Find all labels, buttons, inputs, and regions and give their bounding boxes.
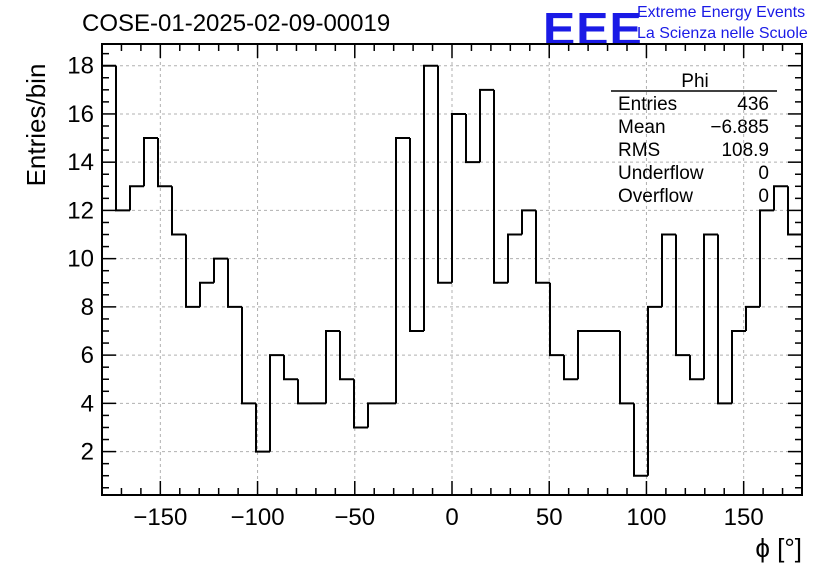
histogram-bin: [437, 65, 452, 284]
histogram-bin: [101, 64, 116, 495]
x-axis-label: ϕ [°]: [755, 533, 802, 563]
eee-logo: EEE: [543, 3, 643, 55]
stats-row-label: Overflow: [618, 186, 693, 207]
x-tick-label: −50: [334, 504, 375, 531]
stats-box-title: Phi: [681, 71, 708, 92]
histogram-bin: [171, 186, 186, 236]
histogram-bin: [227, 258, 242, 308]
histogram-bin: [465, 113, 480, 164]
histogram-bin: [507, 233, 522, 283]
histogram-bin: [689, 355, 704, 381]
histogram-bin: [297, 379, 312, 405]
y-tick-label: 4: [81, 390, 94, 417]
y-tick-label: 12: [67, 197, 94, 224]
histogram-bin: [157, 138, 172, 188]
y-tick-label: 16: [67, 101, 94, 128]
histogram-bin: [759, 209, 774, 307]
histogram-bin: [717, 234, 732, 405]
histogram-bin: [255, 403, 270, 453]
histogram-bin: [115, 65, 130, 212]
y-tick-label: 8: [81, 294, 94, 321]
x-tick-label: 50: [536, 504, 563, 531]
stats-row-label: Entries: [618, 94, 677, 115]
stats-row-label: Underflow: [618, 163, 704, 184]
histogram-bin: [395, 137, 410, 404]
histogram-bin: [339, 331, 354, 381]
x-tick-label: 0: [445, 504, 458, 531]
histogram-bin: [185, 234, 200, 308]
stats-row-value: 0: [758, 163, 769, 184]
stats-row-value: −6.885: [710, 117, 769, 138]
y-tick-label: 18: [67, 53, 94, 80]
histogram-bin: [661, 233, 676, 307]
histogram-bin: [241, 306, 256, 405]
histogram-bin: [451, 112, 466, 283]
histogram-bin: [143, 137, 158, 187]
stats-row-value: 0: [758, 186, 769, 207]
logo-subtitle-line2: La Scienza nelle Scuole: [637, 25, 808, 42]
stats-row-value: 436: [737, 94, 769, 115]
stats-row-label: RMS: [618, 140, 660, 161]
histogram-bin: [577, 330, 592, 380]
histogram-bin: [647, 305, 662, 476]
histogram-bin: [745, 305, 760, 331]
histogram-bin: [409, 138, 424, 332]
histogram-bin: [703, 233, 718, 380]
y-tick-label: 6: [81, 342, 94, 369]
stats-row-label: Mean: [618, 117, 666, 138]
histogram-bin: [283, 355, 298, 381]
histogram-bin: [493, 89, 508, 284]
stats-row-value: 108.9: [721, 140, 769, 161]
y-tick-label: 2: [81, 439, 94, 466]
histogram-bin: [619, 331, 634, 405]
y-tick-label: 10: [67, 246, 94, 273]
histogram-bin: [549, 282, 564, 357]
y-tick-label: 14: [67, 149, 94, 176]
histogram-bin: [367, 402, 382, 428]
x-tick-label: 100: [626, 504, 666, 531]
histogram-bin: [535, 210, 550, 284]
histogram-bin: [129, 185, 144, 211]
histogram-bin: [325, 330, 340, 404]
histogram-bin: [563, 355, 578, 381]
x-tick-label: 150: [724, 504, 764, 531]
histogram-bin: [269, 354, 284, 452]
histogram-bin: [521, 209, 536, 235]
histogram-bin: [633, 403, 648, 477]
histogram-bin: [731, 330, 746, 404]
histogram-bin: [199, 281, 214, 307]
logo-subtitle-line1: Extreme Energy Events: [637, 4, 806, 21]
x-tick-label: −150: [133, 504, 187, 531]
histogram-bin: [675, 234, 690, 357]
x-tick-label: −100: [231, 504, 285, 531]
histogram-bin: [213, 257, 228, 283]
histogram-bin: [423, 64, 438, 331]
histogram-bin: [353, 379, 368, 429]
histogram-bin: [773, 185, 788, 211]
chart-title: COSE-01-2025-02-09-00019: [82, 10, 391, 37]
histogram-bin: [479, 88, 494, 163]
